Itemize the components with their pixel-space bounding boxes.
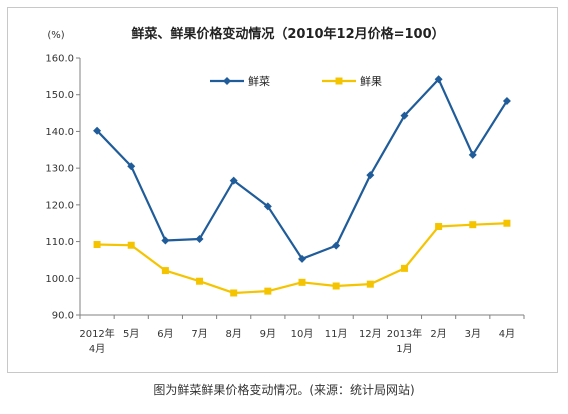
x-tick-label: 11月	[325, 328, 348, 340]
y-tick-label: 90.0	[52, 311, 74, 322]
x-tick-label: 6月	[157, 328, 173, 340]
data-point-square	[264, 287, 272, 295]
x-tick-label: 1月	[396, 343, 412, 355]
data-point-diamond	[298, 254, 306, 263]
data-point-diamond	[161, 236, 170, 245]
x-tick-label: 9月	[260, 328, 276, 340]
x-tick-label: 4月	[89, 343, 105, 355]
data-point-square	[366, 280, 374, 288]
y-tick-label: 100.0	[45, 274, 74, 285]
y-axis-unit: (%)	[47, 30, 64, 41]
data-point-square	[435, 223, 443, 231]
data-point-square	[503, 219, 511, 227]
x-tick-label: 12月	[359, 328, 382, 340]
series-line-1	[96, 78, 508, 260]
x-tick-label: 8月	[226, 328, 242, 340]
x-tick-label: 5月	[123, 328, 139, 340]
y-tick-label: 150.0	[45, 90, 74, 101]
legend-marker-diamond	[223, 77, 231, 85]
y-tick-label: 160.0	[45, 54, 74, 65]
data-point-square	[298, 278, 306, 286]
x-tick-label: 4月	[499, 328, 515, 340]
legend-label-2: 鲜果	[360, 74, 382, 88]
x-tick-label: 3月	[465, 328, 481, 340]
chart-panel: 鲜菜、鲜果价格变动情况（2010年12月价格=100） (%) 90.0 100.0 1…	[7, 7, 558, 373]
data-point-square	[230, 289, 238, 297]
data-point-diamond	[502, 96, 511, 105]
x-tick-label: 2月	[430, 328, 446, 340]
y-tick-label: 120.0	[45, 200, 74, 211]
data-point-square	[400, 264, 408, 272]
data-point-diamond	[468, 150, 477, 159]
y-tick-label: 140.0	[45, 127, 74, 138]
chart-title: 鲜菜、鲜果价格变动情况（2010年12月价格=100）	[131, 26, 444, 42]
data-point-diamond	[366, 171, 375, 180]
data-point-diamond	[229, 176, 238, 185]
data-point-diamond	[263, 202, 272, 211]
data-point-diamond	[332, 241, 341, 250]
y-tick-label: 130.0	[45, 164, 74, 175]
figure-caption: 图为鲜菜鲜果价格变动情况。(来源：统计局网站)	[153, 383, 415, 397]
x-tick-label: 10月	[291, 328, 314, 340]
x-tick-label: 2012年	[79, 327, 114, 340]
legend-marker-square	[335, 77, 343, 85]
data-point-diamond	[127, 162, 136, 171]
data-point-square	[332, 282, 340, 290]
data-point-square	[127, 241, 135, 249]
data-point-diamond	[195, 235, 204, 244]
legend-label-1: 鲜菜	[248, 74, 270, 88]
data-point-square	[469, 221, 477, 229]
x-tick-label: 2013年	[387, 327, 422, 340]
data-point-square	[93, 241, 101, 249]
data-point-square	[161, 267, 169, 275]
data-point-diamond	[434, 75, 443, 84]
data-point-square	[196, 277, 204, 285]
line-chart: 鲜菜、鲜果价格变动情况（2010年12月价格=100） (%) 90.0 100.0 1…	[45, 26, 525, 355]
y-tick-label: 110.0	[45, 237, 74, 248]
x-tick-label: 7月	[191, 328, 207, 340]
data-point-diamond	[400, 111, 409, 120]
